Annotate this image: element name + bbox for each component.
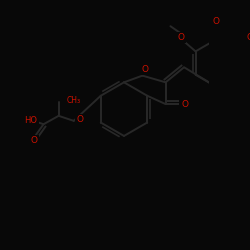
Text: O: O bbox=[247, 32, 250, 42]
Text: O: O bbox=[31, 136, 38, 145]
Text: O: O bbox=[212, 17, 220, 26]
Text: O: O bbox=[76, 115, 83, 124]
Text: CH₃: CH₃ bbox=[67, 96, 81, 105]
Text: HO: HO bbox=[24, 116, 38, 125]
Text: O: O bbox=[142, 65, 148, 74]
Text: O: O bbox=[178, 32, 185, 42]
Text: O: O bbox=[182, 100, 188, 108]
